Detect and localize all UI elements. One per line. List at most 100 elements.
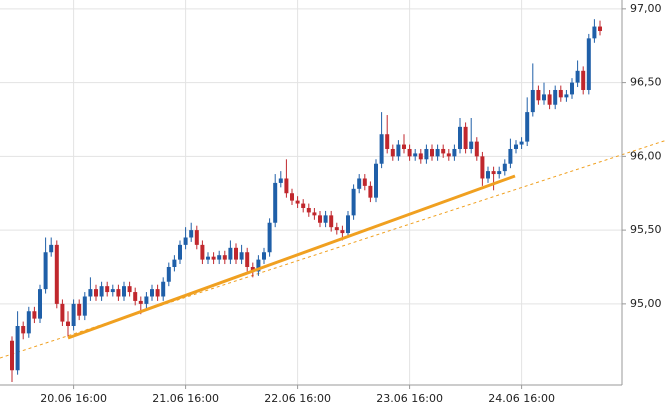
candle-body: [133, 292, 138, 301]
candle-body: [469, 141, 474, 149]
candle-body: [82, 296, 87, 316]
candle-body: [122, 286, 126, 297]
candle-body: [234, 247, 238, 260]
candle-body: [110, 289, 115, 293]
candle-body: [66, 321, 70, 326]
candle-body: [463, 126, 468, 149]
candle-body: [564, 94, 569, 98]
candle-body: [267, 222, 272, 253]
candle-body: [592, 26, 597, 39]
candle-body: [570, 82, 574, 95]
candle-body: [189, 230, 194, 238]
candle-body: [77, 303, 82, 316]
candle-body: [306, 207, 311, 213]
candle-body: [245, 252, 250, 267]
candle-body: [542, 94, 546, 101]
candle-body: [374, 163, 378, 198]
candle-body: [575, 70, 580, 83]
candle-body: [446, 153, 451, 157]
candle-body: [318, 215, 322, 223]
candle-body: [295, 200, 300, 204]
candle-body: [290, 193, 294, 201]
candle-body: [586, 38, 591, 90]
x-tick-label: 24.06 16:00: [488, 392, 555, 405]
candle-body: [480, 156, 485, 179]
candle-body: [217, 255, 222, 260]
candle-body: [329, 215, 334, 228]
candle-body: [547, 94, 552, 105]
y-tick-label: 95,50: [630, 223, 662, 236]
candle-body: [155, 289, 160, 297]
candle-body: [452, 148, 457, 157]
candle-body: [362, 178, 367, 186]
candle-body: [598, 26, 602, 31]
candle-body: [458, 126, 462, 149]
candle-body: [211, 256, 216, 260]
candle-body: [413, 153, 418, 157]
candle-body: [312, 212, 317, 216]
axis-labels: 95,00 95,50 96,00 96,50 97,00 20.06 16:00 21.0…: [40, 2, 661, 405]
candle-body: [430, 148, 434, 157]
candle-body: [278, 178, 283, 183]
candle-body: [491, 171, 496, 175]
candle-body: [379, 134, 384, 164]
candle-body: [166, 266, 171, 282]
x-tick-label: 22.06 16:00: [264, 392, 331, 405]
grid: [0, 0, 622, 385]
candle-body: [357, 178, 362, 189]
x-tick-label: 21.06 16:00: [152, 392, 219, 405]
candle-body: [284, 178, 289, 194]
candle-body: [553, 89, 558, 105]
trend-line: [67, 174, 516, 340]
candle-body: [402, 144, 406, 149]
candle-body: [94, 289, 98, 297]
y-tick-label: 95,00: [630, 297, 662, 310]
y-tick-label: 96,00: [630, 149, 662, 162]
candle-body: [32, 311, 37, 319]
candle-body: [194, 230, 199, 245]
candle-body: [581, 70, 586, 90]
candle-body: [340, 230, 345, 234]
candle-body: [262, 252, 266, 260]
candle-body: [530, 89, 535, 113]
candle-body: [536, 89, 541, 101]
candle-body: [26, 311, 31, 334]
y-tick-label: 97,00: [630, 2, 662, 15]
candle-body: [396, 144, 401, 157]
candle-body: [38, 289, 42, 319]
candle-body: [508, 148, 513, 164]
candle-body: [200, 244, 205, 260]
candle-body: [172, 259, 177, 267]
candle-body: [525, 112, 530, 142]
candle-body: [206, 256, 210, 260]
candle-body: [441, 148, 446, 154]
candle-body: [116, 289, 121, 297]
candle-body: [127, 286, 132, 293]
candle-body: [273, 182, 278, 223]
candle-body: [99, 286, 104, 297]
candle-body: [435, 148, 440, 157]
candle-body: [144, 296, 149, 304]
candles: [10, 19, 602, 383]
candle-body: [514, 144, 518, 149]
candle-body: [15, 325, 20, 371]
candle-body: [183, 237, 188, 245]
candle-body: [10, 340, 14, 371]
candle-body: [250, 266, 255, 272]
candle-body: [385, 134, 390, 149]
candle-body: [390, 148, 395, 157]
candle-body: [43, 252, 48, 290]
y-tick-label: 96,50: [630, 76, 662, 89]
candle-body: [49, 244, 54, 253]
candle-body: [418, 153, 423, 160]
candle-body: [71, 303, 76, 326]
candle-body: [474, 141, 479, 157]
candle-body: [301, 203, 306, 208]
x-tick-label: 23.06 16:00: [376, 392, 443, 405]
candle-body: [519, 141, 524, 145]
candle-body: [346, 215, 350, 234]
candle-body: [497, 171, 502, 175]
candle-body: [105, 286, 110, 293]
candle-body: [161, 281, 166, 297]
